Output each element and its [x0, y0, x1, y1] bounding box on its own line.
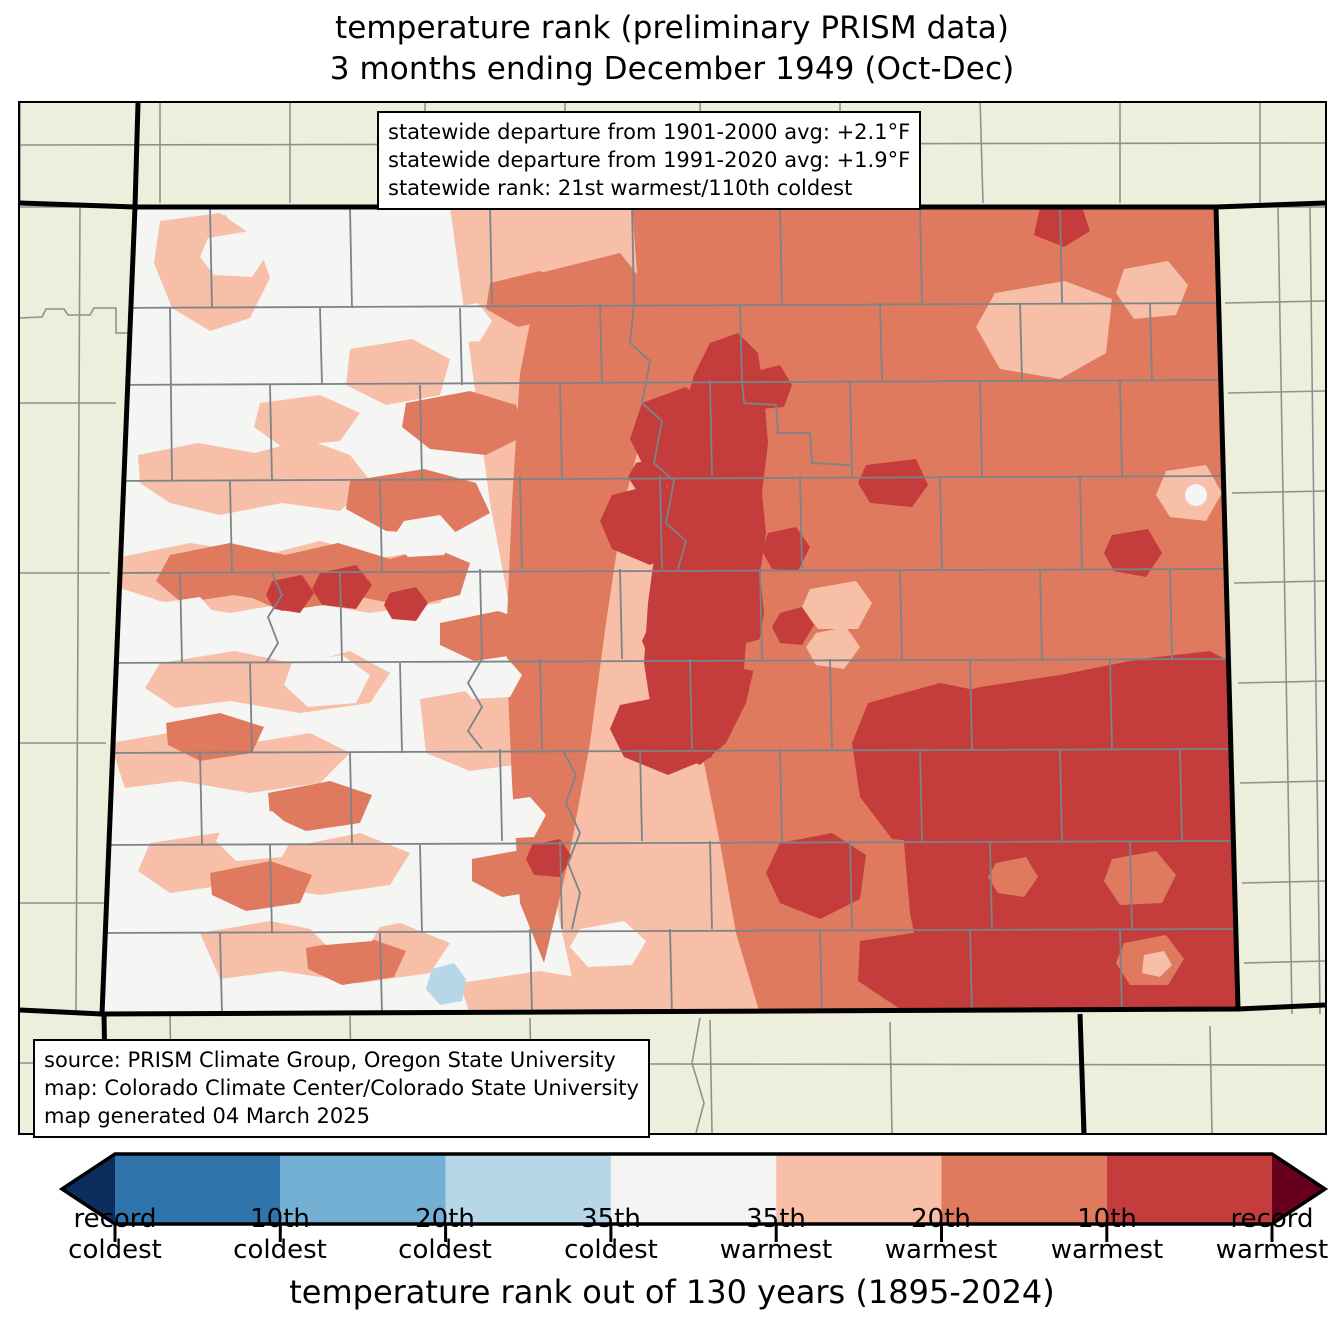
source-line: source: PRISM Climate Group, Oregon Stat…: [44, 1048, 616, 1072]
statewide-statistics-box: statewide departure from 1901-2000 avg: …: [377, 111, 922, 210]
title-line-1: temperature rank (preliminary PRISM data…: [334, 10, 1010, 46]
colorbar-label-1-bottom: coldest: [233, 1235, 327, 1265]
colorbar-over-arrow: [1272, 1154, 1325, 1224]
source-attribution-box: source: PRISM Climate Group, Oregon Stat…: [33, 1039, 650, 1138]
colorbar-label-5: 20th warmest: [856, 1204, 1026, 1266]
map-credit-line: map: Colorado Climate Center/Colorado St…: [44, 1076, 639, 1100]
colorbar-label-3: 35th coldest: [526, 1204, 696, 1266]
map-generated-line: map generated 04 March 2025: [44, 1104, 371, 1128]
colorbar-label-1-top: 10th: [250, 1204, 310, 1234]
colorbar-label-5-top: 20th: [911, 1204, 971, 1234]
contour-inclusions: [744, 261, 1222, 985]
colorbar-band-2: [445, 1154, 611, 1224]
colorbar-label-6-top: 10th: [1077, 1204, 1137, 1234]
colorbar-label-6-bottom: warmest: [1050, 1235, 1164, 1265]
colorbar-label-0: record coldest: [30, 1204, 200, 1266]
stat-departure-1901-2000: statewide departure from 1901-2000 avg: …: [388, 120, 911, 144]
contour-band-10th-warmest: [266, 207, 1238, 1014]
title-line-2: 3 months ending December 1949 (Oct-Dec): [329, 51, 1015, 87]
colorbar-label-2-bottom: coldest: [398, 1235, 492, 1265]
colorbar-label-5-bottom: warmest: [884, 1235, 998, 1265]
stat-statewide-rank: statewide rank: 21st warmest/110th colde…: [388, 176, 853, 200]
map-frame: [18, 101, 1327, 1135]
colorbar-label-6: 10th warmest: [1022, 1204, 1192, 1266]
colorbar-label-0-bottom: coldest: [68, 1235, 162, 1265]
colorbar-label-7-top: record: [1230, 1204, 1314, 1234]
colorbar-labels: record coldest 10th coldest 20th coldest…: [0, 1204, 1344, 1266]
colorbar-label-2-top: 20th: [415, 1204, 475, 1234]
colorbar-band-0: [115, 1154, 281, 1224]
colorbar-label-4-bottom: warmest: [719, 1235, 833, 1265]
colorbar-band-1: [280, 1154, 446, 1224]
colorbar-label-2: 20th coldest: [360, 1204, 530, 1266]
colorbar-svg: [58, 1152, 1329, 1242]
colorbar-label-7: record warmest: [1187, 1204, 1344, 1266]
contour-band-35th-coldest: [426, 963, 466, 1005]
colorbar-band-4: [776, 1154, 942, 1224]
colorbar-band-6: [1106, 1154, 1272, 1224]
colorbar-under-arrow: [62, 1154, 115, 1224]
colorbar-label-4-top: 35th: [746, 1204, 806, 1234]
colorbar: [0, 1146, 1344, 1246]
colorbar-label-1: 10th coldest: [195, 1204, 365, 1266]
colorbar-label-3-bottom: coldest: [564, 1235, 658, 1265]
colorbar-label-0-top: record: [73, 1204, 157, 1234]
page-title: temperature rank (preliminary PRISM data…: [0, 8, 1344, 90]
colorbar-band-3: [610, 1154, 777, 1224]
colorbar-label-3-top: 35th: [581, 1204, 641, 1234]
colorbar-bands: [62, 1154, 1325, 1224]
colorbar-label-4: 35th warmest: [691, 1204, 861, 1266]
colorado-temperature-rank-map: [20, 103, 1325, 1133]
temperature-rank-contours: [102, 207, 1238, 1014]
colorbar-ticks: [113, 1224, 1274, 1242]
colorado-county-lines: [102, 207, 1235, 1014]
colorbar-label-7-bottom: warmest: [1215, 1235, 1329, 1265]
colorbar-caption: temperature rank out of 130 years (1895-…: [289, 1273, 1055, 1311]
stat-departure-1991-2020: statewide departure from 1991-2020 avg: …: [388, 148, 911, 172]
colorbar-band-5: [941, 1154, 1107, 1224]
